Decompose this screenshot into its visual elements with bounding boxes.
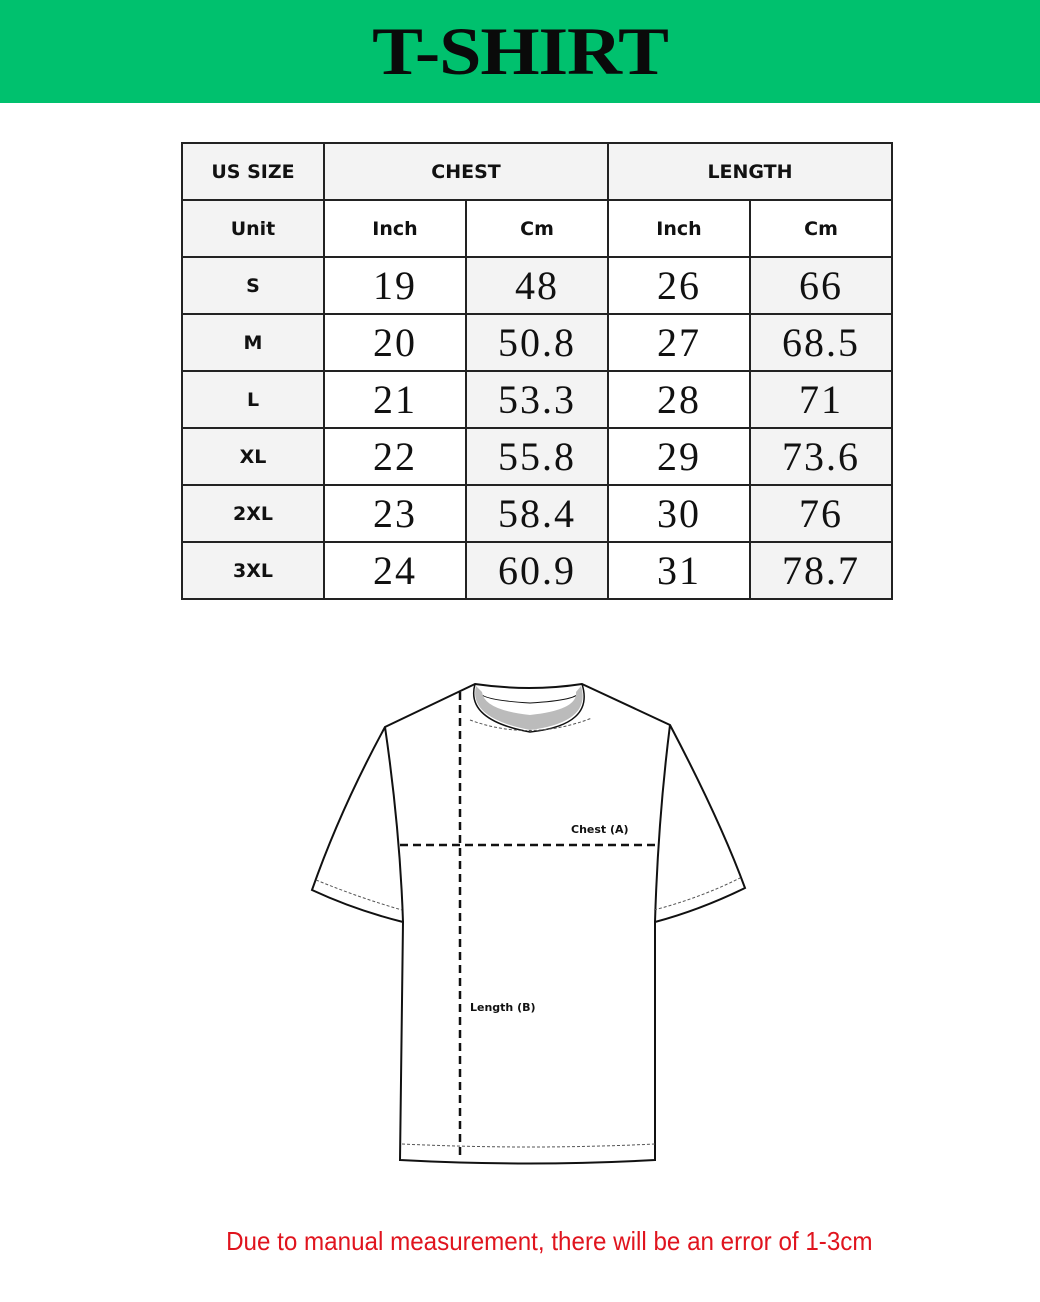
unit-chest-cm: Cm — [465, 199, 609, 258]
size-row: 3XL 24 60.9 31 78.7 — [181, 541, 893, 600]
size-cell: 2XL — [181, 484, 325, 543]
unit-length-inch: Inch — [607, 199, 751, 258]
size-cell: L — [181, 370, 325, 429]
measurement-note: Due to manual measurement, there will be… — [226, 1226, 873, 1256]
length-cm-cell: 68.5 — [749, 313, 893, 372]
unit-row: Unit Inch Cm Inch Cm — [181, 199, 893, 258]
chest-cm-cell: 60.9 — [465, 541, 609, 600]
size-row: S 19 48 26 66 — [181, 256, 893, 315]
chest-cm-cell: 48 — [465, 256, 609, 315]
unit-label: Unit — [181, 199, 325, 258]
size-cell: 3XL — [181, 541, 325, 600]
size-cell: M — [181, 313, 325, 372]
length-cm-cell: 73.6 — [749, 427, 893, 486]
size-table: US SIZE CHEST LENGTH Unit Inch Cm Inch C… — [181, 142, 893, 600]
length-label: Length (B) — [470, 1001, 536, 1014]
length-inch-cell: 31 — [607, 541, 751, 600]
length-inch-cell: 26 — [607, 256, 751, 315]
chest-inch-cell: 23 — [323, 484, 467, 543]
title-banner: T-SHIRT — [0, 0, 1040, 103]
chest-label: Chest (A) — [571, 823, 629, 836]
size-row: XL 22 55.8 29 73.6 — [181, 427, 893, 486]
chest-inch-cell: 24 — [323, 541, 467, 600]
size-cell: S — [181, 256, 325, 315]
tshirt-outline — [310, 682, 747, 1165]
chest-inch-cell: 21 — [323, 370, 467, 429]
length-cm-cell: 78.7 — [749, 541, 893, 600]
size-row: M 20 50.8 27 68.5 — [181, 313, 893, 372]
chest-cm-cell: 58.4 — [465, 484, 609, 543]
header-length: LENGTH — [607, 142, 893, 201]
size-cell: XL — [181, 427, 325, 486]
header-us-size: US SIZE — [181, 142, 325, 201]
size-row: L 21 53.3 28 71 — [181, 370, 893, 429]
header-row: US SIZE CHEST LENGTH — [181, 142, 893, 201]
chest-cm-cell: 50.8 — [465, 313, 609, 372]
header-chest: CHEST — [323, 142, 609, 201]
tshirt-diagram — [310, 682, 747, 1165]
chest-cm-cell: 53.3 — [465, 370, 609, 429]
chest-cm-cell: 55.8 — [465, 427, 609, 486]
length-inch-cell: 28 — [607, 370, 751, 429]
size-row: 2XL 23 58.4 30 76 — [181, 484, 893, 543]
length-inch-cell: 27 — [607, 313, 751, 372]
unit-chest-inch: Inch — [323, 199, 467, 258]
page-title: T-SHIRT — [372, 13, 669, 89]
length-inch-cell: 30 — [607, 484, 751, 543]
length-inch-cell: 29 — [607, 427, 751, 486]
length-cm-cell: 71 — [749, 370, 893, 429]
chest-inch-cell: 22 — [323, 427, 467, 486]
length-cm-cell: 66 — [749, 256, 893, 315]
length-cm-cell: 76 — [749, 484, 893, 543]
unit-length-cm: Cm — [749, 199, 893, 258]
chest-inch-cell: 19 — [323, 256, 467, 315]
chest-inch-cell: 20 — [323, 313, 467, 372]
